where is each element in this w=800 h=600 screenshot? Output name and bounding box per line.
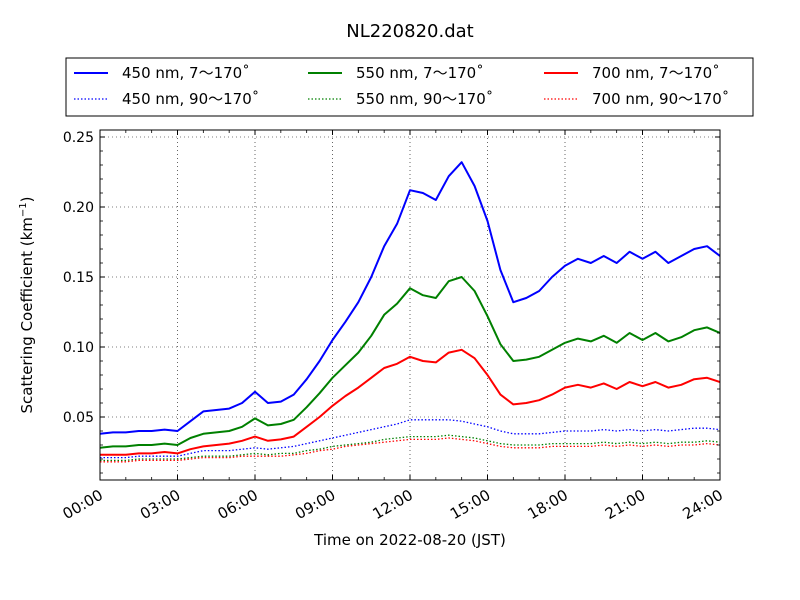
series-line — [100, 419, 720, 459]
y-axis-label-main: Scattering Coefficient (km — [18, 217, 36, 413]
series-lines — [100, 161, 720, 463]
legend-box — [65, 57, 754, 117]
y-tick-label: 0.15 — [63, 270, 94, 286]
series-line — [100, 348, 720, 456]
y-tick-label: 0.20 — [63, 200, 94, 216]
legend: 450 nm, 7～170˚ 550 nm, 7～170˚ 700 nm, 7～17… — [65, 57, 754, 117]
series-line — [100, 276, 720, 449]
grid-lines — [100, 130, 720, 480]
y-tick-label: 0.10 — [63, 340, 94, 356]
legend-label: 700 nm, 90～170˚ — [592, 90, 729, 108]
axis-ticks — [99, 130, 721, 480]
y-axis-label-sup: −1 — [18, 202, 29, 217]
y-tick-label: 0.05 — [63, 410, 94, 426]
legend-label: 700 nm, 7～170˚ — [592, 64, 720, 82]
chart-title: NL220820.dat — [346, 21, 473, 42]
y-axis-label: Scattering Coefficient (km−1) — [18, 196, 36, 413]
series-line — [100, 434, 720, 462]
legend-label: 550 nm, 90～170˚ — [356, 90, 493, 108]
y-tick-labels: 0.05 0.10 0.15 0.20 0.25 — [63, 130, 94, 426]
legend-label: 550 nm, 7～170˚ — [356, 64, 484, 82]
series-line — [100, 437, 720, 463]
series-line — [100, 161, 720, 435]
y-axis-label-close: ) — [18, 196, 36, 202]
legend-label: 450 nm, 7～170˚ — [122, 64, 250, 82]
legend-label: 450 nm, 90～170˚ — [122, 90, 259, 108]
x-axis-label: Time on 2022-08-20 (JST) — [313, 531, 506, 549]
y-tick-label: 0.25 — [63, 130, 94, 146]
